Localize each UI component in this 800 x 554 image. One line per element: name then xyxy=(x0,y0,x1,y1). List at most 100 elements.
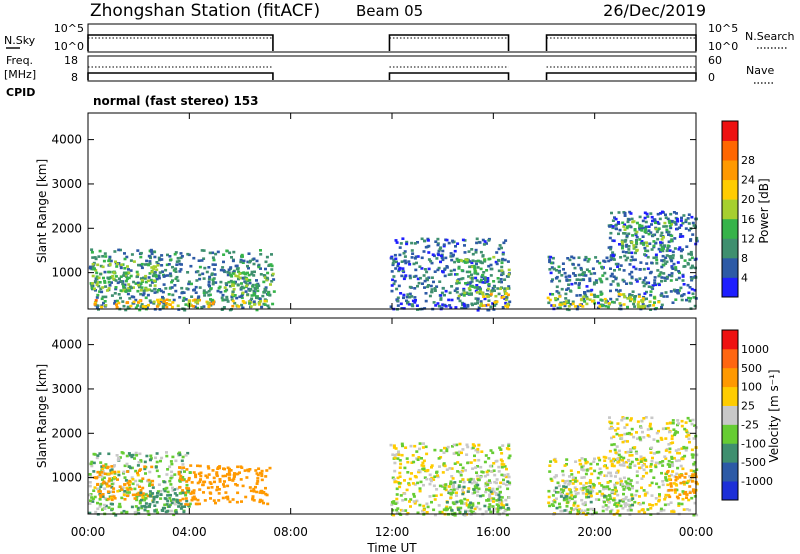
velocity-cell xyxy=(190,498,194,502)
power-cell xyxy=(258,297,262,301)
velocity-cell xyxy=(145,454,149,458)
velocity-cell xyxy=(570,494,574,497)
power-cell xyxy=(662,295,666,298)
velocity-cell xyxy=(113,472,117,475)
velocity-cell xyxy=(94,510,98,514)
velocity-cell xyxy=(159,459,162,463)
power-cell xyxy=(494,260,498,264)
velocity-cell xyxy=(214,501,217,505)
velocity-cell xyxy=(665,422,669,425)
velocity-cell xyxy=(122,509,126,513)
power-cell xyxy=(193,305,197,309)
velocity-cell xyxy=(667,493,671,497)
power-cell xyxy=(679,219,683,222)
velocity-cell xyxy=(639,460,643,463)
power-cell xyxy=(107,259,111,263)
velocity-cell xyxy=(685,481,689,485)
velocity-cell xyxy=(450,467,454,470)
beam-label: Beam 05 xyxy=(356,2,423,20)
power-cell xyxy=(198,265,202,269)
power-cell xyxy=(577,283,581,287)
power-cell xyxy=(264,260,268,264)
velocity-cell xyxy=(612,464,616,468)
velocity-cell xyxy=(489,449,493,452)
power-cell xyxy=(585,268,589,271)
velocity-cell xyxy=(422,464,426,468)
velocity-cell xyxy=(623,502,627,505)
velocity-cell xyxy=(619,479,623,483)
velocity-cell xyxy=(458,450,462,454)
velocity-cell xyxy=(257,467,261,470)
velocity-cell xyxy=(88,511,92,515)
power-cell xyxy=(568,258,572,262)
power-cell xyxy=(690,215,694,219)
power-cell xyxy=(197,299,201,302)
power-y-tick-label: 4000 xyxy=(51,133,82,147)
power-cell xyxy=(116,262,119,266)
power-cell xyxy=(207,280,211,284)
velocity-cell xyxy=(435,488,439,491)
power-cell xyxy=(495,251,499,254)
power-cell xyxy=(475,279,479,282)
velocity-cell xyxy=(177,501,181,505)
velocity-cell xyxy=(604,456,608,459)
power-cell xyxy=(653,279,657,282)
velocity-cell xyxy=(471,502,475,505)
power-cell xyxy=(569,303,573,306)
power-cell xyxy=(430,276,434,279)
velocity-cell xyxy=(685,496,688,499)
station-title: Zhongshan Station (fitACF) xyxy=(90,1,320,21)
velocity-cell xyxy=(118,485,122,488)
velocity-cell xyxy=(100,475,104,478)
velocity-cell xyxy=(166,499,170,503)
power-cell xyxy=(629,259,633,262)
power-cell xyxy=(403,275,407,279)
power-cell xyxy=(205,291,209,294)
power-cell xyxy=(415,261,418,265)
power-cell xyxy=(448,304,452,307)
velocity-cell xyxy=(140,498,143,502)
power-cell xyxy=(601,304,604,307)
velocity-cell xyxy=(638,495,641,498)
velocity-cell xyxy=(459,473,463,477)
velocity-cell xyxy=(163,497,167,500)
velocity-cell xyxy=(617,453,621,457)
power-cell xyxy=(555,275,559,279)
power-cell xyxy=(638,228,642,231)
power-cell xyxy=(663,244,666,247)
velocity-cell xyxy=(206,465,210,468)
velocity-cell xyxy=(678,493,682,496)
power-cell xyxy=(657,300,661,304)
velocity-cell xyxy=(490,497,494,500)
velocity-cell xyxy=(249,489,253,493)
velocity-cell xyxy=(261,491,265,495)
velocity-cell xyxy=(573,480,577,483)
velocity-cell xyxy=(411,482,415,485)
power-cell xyxy=(242,272,246,275)
power-cell xyxy=(255,295,259,298)
velocity-cell xyxy=(659,507,663,511)
power-cell xyxy=(455,287,459,290)
power-cell xyxy=(250,272,254,276)
velocity-cell xyxy=(610,443,614,447)
power-cell xyxy=(251,285,255,288)
power-cell xyxy=(433,270,437,273)
velocity-cell xyxy=(680,424,684,428)
velocity-cell xyxy=(488,487,492,490)
power-cell xyxy=(129,304,133,308)
velocity-cell xyxy=(466,445,470,449)
power-cell xyxy=(633,258,637,262)
velocity-cell xyxy=(633,464,637,467)
velocity-cell xyxy=(675,459,679,463)
velocity-cell xyxy=(490,492,494,495)
power-cell xyxy=(257,284,261,287)
freq-tick-bottom: 8 xyxy=(71,71,78,84)
power-cell xyxy=(96,263,100,267)
velocity-cell xyxy=(469,461,473,464)
velocity-cell xyxy=(161,509,165,512)
power-cell xyxy=(142,289,146,292)
power-cell xyxy=(180,255,184,258)
velocity-cell xyxy=(608,480,612,483)
velocity-cell xyxy=(170,470,174,474)
